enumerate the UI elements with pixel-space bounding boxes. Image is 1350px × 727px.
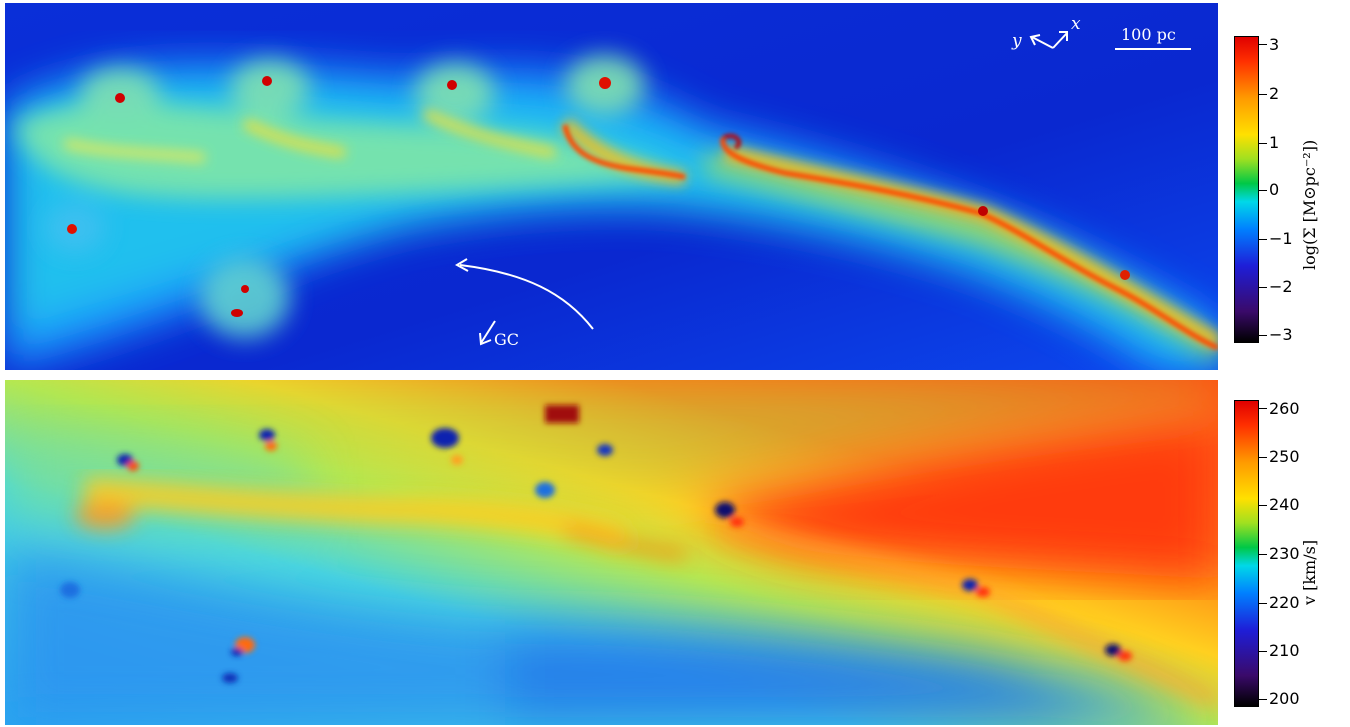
density-tick: 2: [1269, 84, 1280, 103]
velocity-tick: 260: [1269, 399, 1300, 418]
rotation-arrow: [459, 264, 594, 330]
density-colorbar: [1234, 36, 1259, 343]
velocity-colorbar: [1234, 400, 1259, 707]
velocity-colorbar-title: v [km/s]: [1300, 539, 1319, 605]
density-map-graphic: [5, 3, 1218, 370]
density-colorbar-title: log(Σ [M⊙pc⁻²]): [1300, 139, 1319, 270]
axis-y-label: y: [1012, 31, 1022, 51]
gc-label: GC: [494, 330, 520, 349]
axis-x-label: x: [1071, 14, 1081, 34]
scale-bar-label: 100 pc: [1121, 25, 1176, 44]
velocity-tick: 210: [1269, 641, 1300, 660]
density-tick: −3: [1269, 325, 1293, 344]
dense-clumps: [67, 76, 1130, 317]
velocity-tick: 220: [1269, 593, 1300, 612]
density-tick: −1: [1269, 229, 1293, 248]
velocity-tick: 200: [1269, 689, 1300, 708]
velocity-tick: 240: [1269, 495, 1300, 514]
velocity-dipoles: [60, 405, 1132, 683]
velocity-tick: 230: [1269, 544, 1300, 563]
velocity-map-graphic: [5, 380, 1218, 725]
velocity-tick: 250: [1269, 447, 1300, 466]
density-tick: 3: [1269, 35, 1280, 54]
gc-arrow: [480, 320, 496, 344]
orientation-axes-icon: [1029, 31, 1068, 49]
velocity-map: [5, 380, 1218, 725]
density-tick: 1: [1269, 133, 1280, 152]
density-tick: −2: [1269, 277, 1293, 296]
density-tick: 0: [1269, 180, 1280, 199]
surface-density-map: [5, 3, 1218, 370]
